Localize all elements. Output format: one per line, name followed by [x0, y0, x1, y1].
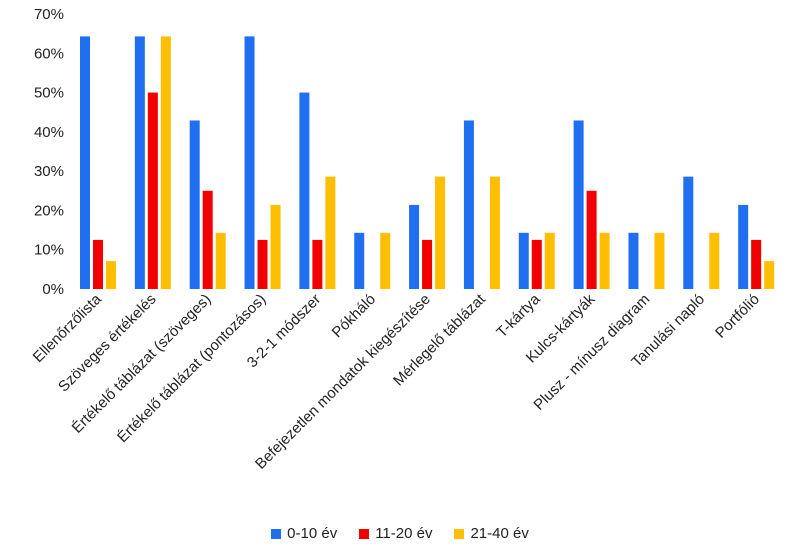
- y-tick-label: 70%: [34, 6, 64, 23]
- bar: [80, 36, 90, 290]
- x-tick-label: Szöveges értékelés: [55, 291, 160, 396]
- bar: [270, 204, 281, 289]
- bar: [599, 232, 610, 289]
- bar: [325, 176, 336, 289]
- x-tick-label: T-kártya: [493, 290, 544, 341]
- y-tick-label: 30%: [34, 163, 64, 180]
- y-tick-label: 60%: [34, 45, 64, 62]
- bar: [380, 232, 391, 289]
- bar: [544, 232, 555, 289]
- legend-label: 0-10 év: [287, 525, 338, 542]
- bar: [531, 239, 542, 289]
- legend-label: 11-20 év: [375, 525, 433, 542]
- bar: [586, 190, 597, 289]
- bar: [134, 36, 145, 290]
- bar: [354, 232, 365, 289]
- bar: [654, 232, 665, 289]
- y-axis: 0% 10% 20% 30% 40% 50% 60% 70%: [34, 6, 64, 298]
- legend-item: 21-40 év: [454, 525, 529, 542]
- bar: [518, 232, 529, 289]
- bar: [628, 232, 639, 289]
- bar: [751, 239, 762, 289]
- bar: [312, 239, 323, 289]
- x-tick-label: Pókháló: [329, 291, 379, 341]
- bar: [489, 176, 500, 289]
- bar: [189, 120, 200, 289]
- y-tick-label: 0%: [42, 281, 64, 298]
- bar: [257, 239, 268, 289]
- y-tick-label: 50%: [34, 85, 64, 102]
- bar: [738, 204, 749, 289]
- bar: [573, 120, 584, 289]
- legend-label: 21-40 év: [470, 525, 529, 542]
- x-tick-label: Mérlegelő táblázat: [390, 290, 489, 389]
- bar: [147, 92, 158, 289]
- bar: [435, 176, 446, 289]
- bar: [409, 204, 420, 289]
- bar: [709, 232, 720, 289]
- bar: [106, 261, 116, 289]
- legend-item: 0-10 év: [271, 525, 337, 542]
- legend-swatch: [271, 528, 282, 539]
- bar: [764, 261, 775, 289]
- bar: [463, 120, 474, 289]
- y-tick-label: 40%: [34, 124, 64, 141]
- bar: [244, 36, 255, 290]
- bar: [93, 239, 103, 289]
- legend-swatch: [454, 528, 465, 539]
- y-tick-label: 10%: [34, 242, 64, 259]
- bar: [160, 36, 171, 290]
- bar: [215, 232, 226, 289]
- x-tick-label: Portfólió: [712, 291, 763, 342]
- legend: 0-10 év 11-20 év 21-40 év: [0, 525, 800, 542]
- legend-swatch: [359, 528, 370, 539]
- bar: [683, 176, 694, 289]
- bars: [80, 36, 775, 290]
- bar: [202, 190, 213, 289]
- y-tick-label: 20%: [34, 202, 64, 219]
- legend-item: 11-20 év: [359, 525, 432, 542]
- bar: [299, 92, 310, 289]
- bar: [422, 239, 433, 289]
